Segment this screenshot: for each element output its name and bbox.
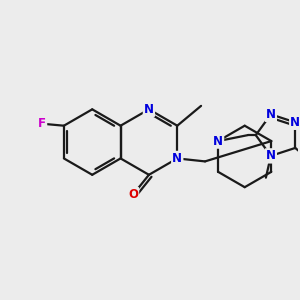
Text: N: N bbox=[290, 116, 300, 129]
Text: O: O bbox=[128, 188, 138, 201]
Text: N: N bbox=[172, 152, 182, 165]
Text: N: N bbox=[213, 135, 223, 148]
Text: F: F bbox=[38, 117, 46, 130]
Text: N: N bbox=[266, 108, 276, 121]
Text: N: N bbox=[266, 149, 276, 162]
Text: N: N bbox=[144, 103, 154, 116]
